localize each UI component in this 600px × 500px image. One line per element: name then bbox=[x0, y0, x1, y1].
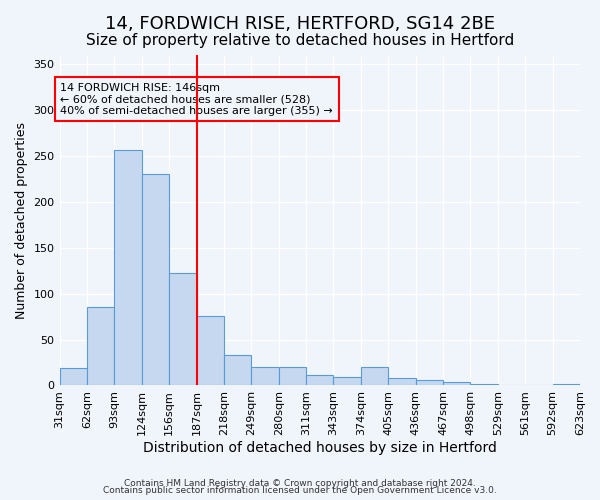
Bar bbox=[251, 367, 278, 386]
Text: Contains HM Land Registry data © Crown copyright and database right 2024.: Contains HM Land Registry data © Crown c… bbox=[124, 478, 476, 488]
Bar bbox=[443, 382, 470, 386]
Bar bbox=[224, 355, 251, 386]
Bar bbox=[115, 150, 142, 386]
Bar bbox=[361, 367, 388, 386]
Bar bbox=[306, 376, 334, 386]
Bar bbox=[197, 316, 224, 386]
Bar bbox=[334, 377, 361, 386]
Bar bbox=[388, 378, 416, 386]
Bar bbox=[278, 367, 306, 386]
Bar bbox=[470, 384, 498, 386]
Bar bbox=[142, 174, 169, 386]
Text: 14 FORDWICH RISE: 146sqm
← 60% of detached houses are smaller (528)
40% of semi-: 14 FORDWICH RISE: 146sqm ← 60% of detach… bbox=[61, 82, 333, 116]
Bar bbox=[87, 306, 115, 386]
Text: Contains public sector information licensed under the Open Government Licence v3: Contains public sector information licen… bbox=[103, 486, 497, 495]
Bar bbox=[169, 274, 197, 386]
Bar bbox=[553, 384, 580, 386]
Bar bbox=[416, 380, 443, 386]
Y-axis label: Number of detached properties: Number of detached properties bbox=[15, 122, 28, 318]
Text: Size of property relative to detached houses in Hertford: Size of property relative to detached ho… bbox=[86, 32, 514, 48]
Bar bbox=[59, 368, 87, 386]
X-axis label: Distribution of detached houses by size in Hertford: Distribution of detached houses by size … bbox=[143, 441, 497, 455]
Text: 14, FORDWICH RISE, HERTFORD, SG14 2BE: 14, FORDWICH RISE, HERTFORD, SG14 2BE bbox=[105, 15, 495, 33]
